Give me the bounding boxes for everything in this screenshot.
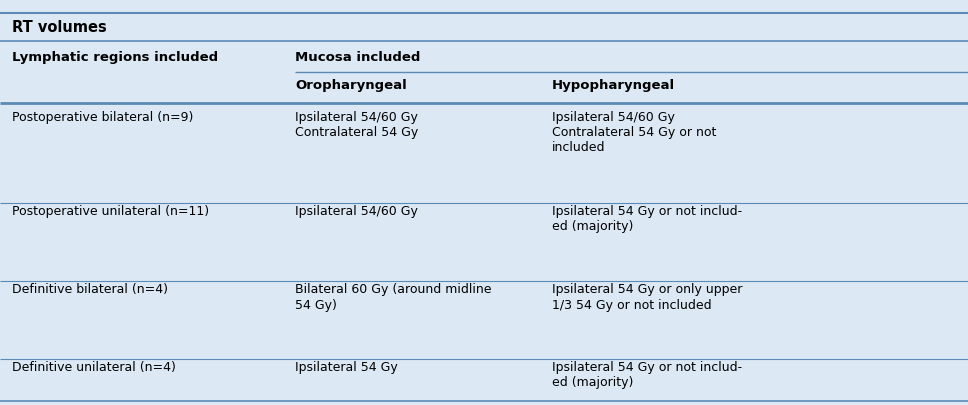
- Text: Ipsilateral 54 Gy or only upper
1/3 54 Gy or not included: Ipsilateral 54 Gy or only upper 1/3 54 G…: [552, 284, 742, 311]
- Text: Ipsilateral 54 Gy: Ipsilateral 54 Gy: [295, 361, 398, 374]
- Text: Ipsilateral 54/60 Gy
Contralateral 54 Gy or not
included: Ipsilateral 54/60 Gy Contralateral 54 Gy…: [552, 111, 716, 154]
- Text: Ipsilateral 54 Gy or not includ-
ed (majority): Ipsilateral 54 Gy or not includ- ed (maj…: [552, 205, 741, 232]
- Text: Lymphatic regions included: Lymphatic regions included: [12, 51, 218, 64]
- Text: Bilateral 60 Gy (around midline
54 Gy): Bilateral 60 Gy (around midline 54 Gy): [295, 284, 492, 311]
- Text: Ipsilateral 54/60 Gy: Ipsilateral 54/60 Gy: [295, 205, 418, 217]
- Text: Postoperative bilateral (n=9): Postoperative bilateral (n=9): [12, 111, 193, 124]
- Text: Hypopharyngeal: Hypopharyngeal: [552, 79, 675, 92]
- Text: Definitive unilateral (n=4): Definitive unilateral (n=4): [12, 361, 175, 374]
- Text: Mucosa included: Mucosa included: [295, 51, 421, 64]
- Text: Oropharyngeal: Oropharyngeal: [295, 79, 407, 92]
- Text: RT volumes: RT volumes: [12, 20, 106, 35]
- Text: Ipsilateral 54 Gy or not includ-
ed (majority): Ipsilateral 54 Gy or not includ- ed (maj…: [552, 361, 741, 389]
- Text: Ipsilateral 54/60 Gy
Contralateral 54 Gy: Ipsilateral 54/60 Gy Contralateral 54 Gy: [295, 111, 418, 139]
- Text: Definitive bilateral (n=4): Definitive bilateral (n=4): [12, 284, 167, 296]
- Text: Postoperative unilateral (n=11): Postoperative unilateral (n=11): [12, 205, 209, 217]
